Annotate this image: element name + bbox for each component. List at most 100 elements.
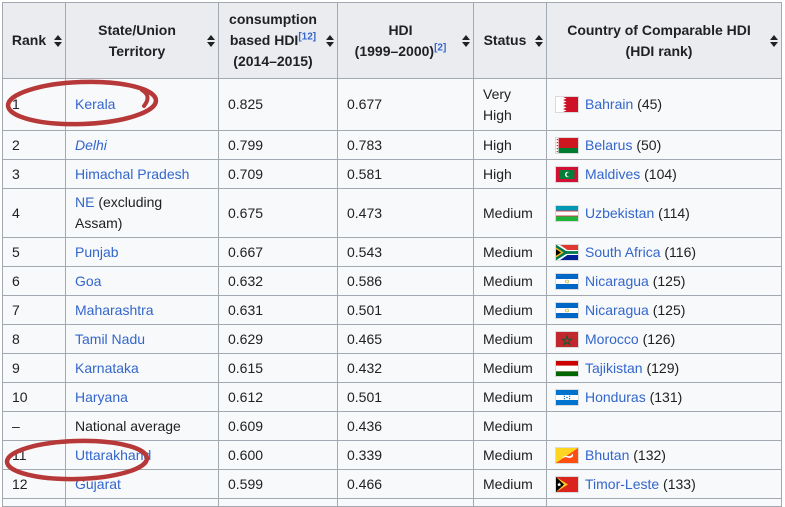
flag-belarus-icon [556, 137, 578, 153]
hdi-2014-cell: 0.632 [218, 266, 338, 296]
header-rank[interactable]: Rank [2, 2, 66, 79]
header-line: Territory [70, 41, 204, 62]
hdi-2014-cell: 0.599 [218, 469, 338, 499]
sort-icon [535, 34, 543, 47]
country-link-uzbekistan[interactable]: Uzbekistan [585, 204, 655, 221]
country-hdi-rank: (126) [638, 330, 676, 347]
country-link-timor-leste[interactable]: Timor-Leste [585, 475, 660, 492]
state-link-goa[interactable]: Goa [75, 272, 102, 289]
flag-nicaragua-icon [556, 302, 578, 318]
status-cell: Medium [473, 295, 547, 325]
partial-cell [546, 498, 782, 507]
flag-morocco-icon [556, 331, 578, 347]
country-link-nicaragua[interactable]: Nicaragua [585, 272, 649, 289]
header-line: based HDI[12] [223, 30, 323, 51]
rank-cell: 9 [2, 353, 66, 383]
state-link-ne[interactable]: NE [75, 194, 95, 210]
country-hdi-rank: (133) [659, 475, 696, 492]
header-line: (HDI rank) [551, 41, 767, 62]
partial-cell [473, 498, 547, 507]
rank-cell: 4 [2, 188, 66, 238]
rank-cell: 11 [2, 440, 66, 470]
state-link-tamil-nadu[interactable]: Tamil Nadu [75, 330, 146, 347]
state-link-punjab[interactable]: Punjab [75, 243, 119, 260]
table-row-tamil-nadu: 8 Tamil Nadu 0.629 0.465 Medium Morocco (126) [2, 324, 782, 354]
country-cell: Nicaragua (125) [546, 295, 782, 325]
country-cell: Bahrain (45) [546, 78, 782, 131]
state-cell: Gujarat [65, 469, 219, 499]
hdi-1999-cell: 0.501 [337, 382, 474, 412]
table-row-ne: 4 NE (excluding Assam) 0.675 0.473 Medium Uzb… [2, 188, 782, 238]
state-cell: Karnataka [65, 353, 219, 383]
state-link-kerala[interactable]: Kerala [75, 96, 116, 112]
header-country[interactable]: Country of Comparable HDI (HDI rank) [546, 2, 782, 79]
rank-cell: 10 [2, 382, 66, 412]
header-line: HDI [342, 20, 459, 41]
country-hdi-rank: (129) [642, 359, 680, 376]
table-row-kerala: 1 Kerala 0.825 0.677 Very High Bahrain (45) [2, 78, 782, 131]
partial-cell [337, 498, 474, 507]
footnote-ref[interactable]: [2] [434, 41, 447, 53]
status-cell: Very High [473, 78, 547, 131]
country-hdi-rank: (104) [640, 165, 677, 182]
status-cell: High [473, 159, 547, 189]
country-hdi-rank: (125) [648, 301, 686, 318]
state-link-delhi[interactable]: Delhi [75, 136, 107, 153]
table-row-karnataka: 9 Karnataka 0.615 0.432 Medium Tajikistan (12… [2, 353, 782, 383]
sort-icon [462, 34, 470, 47]
country-link-honduras[interactable]: Honduras [585, 388, 646, 405]
country-cell: Tajikistan (129) [546, 353, 782, 383]
state-suffix: (excluding Assam) [75, 194, 163, 231]
hdi-1999-cell: 0.783 [337, 130, 474, 160]
rank-cell: 3 [2, 159, 66, 189]
hdi-1999-cell: 0.586 [337, 266, 474, 296]
header-label: consumption [229, 11, 317, 27]
country-link-bhutan[interactable]: Bhutan [585, 446, 630, 463]
header-hdi-1999[interactable]: HDI (1999–2000)[2] [337, 2, 474, 79]
rank-cell: – [2, 411, 66, 441]
country-hdi-rank: (131) [645, 388, 683, 405]
rank-cell: 8 [2, 324, 66, 354]
flag-tajikistan-icon [556, 360, 578, 376]
header-line: (1999–2000)[2] [342, 41, 459, 62]
hdi-1999-cell: 0.501 [337, 295, 474, 325]
header-status[interactable]: Status [473, 2, 547, 79]
partial-cell [2, 498, 66, 507]
flag-south-africa-icon [556, 244, 578, 260]
state-link-maharashtra[interactable]: Maharashtra [75, 301, 154, 318]
state-link-haryana[interactable]: Haryana [75, 388, 128, 405]
state-link-uttarakhand[interactable]: Uttarakhand [75, 446, 152, 463]
sort-icon [207, 34, 215, 47]
state-link-himachal-pradesh[interactable]: Himachal Pradesh [75, 165, 190, 182]
country-link-south-africa[interactable]: South Africa [585, 243, 661, 260]
header-state[interactable]: State/Union Territory [65, 2, 219, 79]
hdi-1999-cell: 0.432 [337, 353, 474, 383]
flag-timor-leste-icon [556, 476, 578, 492]
rank-cell: 6 [2, 266, 66, 296]
country-link-maldives[interactable]: Maldives [585, 165, 641, 182]
header-hdi-2014[interactable]: consumption based HDI[12] (2014–2015) [218, 2, 338, 79]
country-link-tajikistan[interactable]: Tajikistan [585, 359, 643, 376]
country-link-morocco[interactable]: Morocco [585, 330, 639, 347]
country-link-bahrain[interactable]: Bahrain [585, 96, 634, 112]
state-cell: Haryana [65, 382, 219, 412]
country-link-nicaragua[interactable]: Nicaragua [585, 301, 649, 318]
state-cell: National average [65, 411, 219, 441]
hdi-2014-cell: 0.612 [218, 382, 338, 412]
state-link-gujarat[interactable]: Gujarat [75, 475, 121, 492]
state-cell: Himachal Pradesh [65, 159, 219, 189]
hdi-2014-cell: 0.675 [218, 188, 338, 238]
footnote-ref[interactable]: [12] [298, 31, 317, 43]
status-cell: Medium [473, 382, 547, 412]
header-line: (2014–2015) [223, 51, 323, 72]
state-link-karnataka[interactable]: Karnataka [75, 359, 139, 376]
header-label: (HDI rank) [625, 42, 693, 59]
sort-icon [54, 34, 62, 47]
header-label: based HDI [229, 32, 299, 48]
country-link-belarus[interactable]: Belarus [585, 136, 633, 153]
header-label: Status [483, 32, 527, 48]
sort-icon [326, 34, 334, 47]
hdi-1999-cell: 0.465 [337, 324, 474, 354]
rank-cell: 1 [2, 78, 66, 131]
rank-cell: 12 [2, 469, 66, 499]
